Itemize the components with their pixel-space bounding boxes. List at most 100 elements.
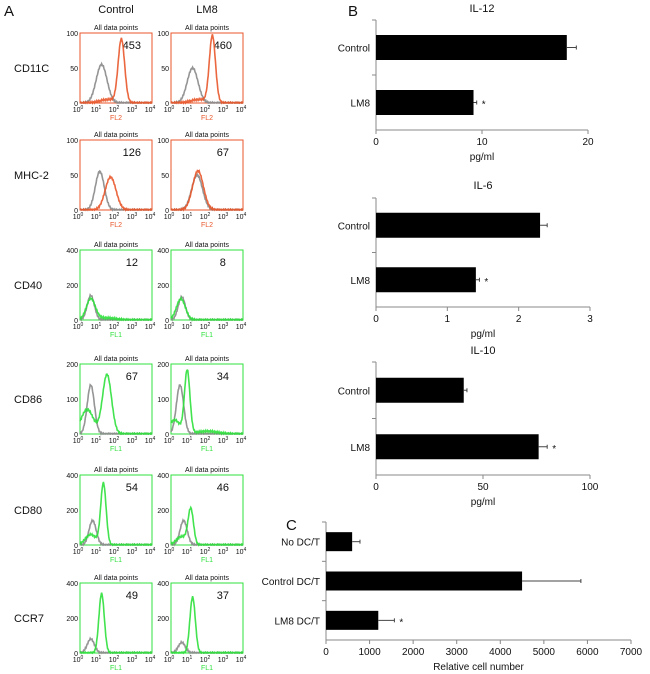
x-tick-base: 10 [91,657,99,664]
category-label: LM8 DC/T [274,616,320,627]
bar [376,267,476,293]
x-tick-base: 10 [218,438,226,445]
plot-frame [79,32,153,104]
x-tick-base: 10 [127,214,135,221]
bar [376,212,541,238]
mfi-value: 126 [123,147,141,159]
x-tick-label: 101 [91,547,102,556]
plot-frame [170,32,244,104]
x-tick-label: 102 [109,655,120,664]
x-tick-exponent: 2 [117,322,120,328]
y-tick-label: 400 [157,473,169,480]
plot-frame [79,139,153,211]
x-tick-base: 10 [182,549,190,556]
channel-label: FL1 [110,446,122,453]
y-tick-label: 200 [66,362,78,369]
x-tick-exponent: 4 [244,212,247,218]
x-tick-exponent: 1 [99,105,102,111]
x-tick-base: 10 [200,324,208,331]
x-tick-exponent: 1 [99,436,102,442]
channel-label: FL2 [201,222,213,229]
x-tick-base: 10 [145,107,153,114]
mfi-value: 8 [220,257,226,269]
x-tick-exponent: 4 [153,655,156,661]
x-tick-exponent: 3 [135,547,138,553]
x-tick-label: 103 [218,105,229,114]
x-tick-label: 102 [109,105,120,114]
x-tick-base: 10 [73,324,81,331]
x-tick-exponent: 0 [81,105,84,111]
mfi-value: 12 [126,257,138,269]
x-tick-base: 10 [236,549,244,556]
x-tick-base: 10 [164,549,172,556]
x-tick-base: 10 [127,549,135,556]
row-label-cd80: CD80 [14,505,42,517]
x-tick-exponent: 2 [208,436,211,442]
x-tick-base: 10 [109,549,117,556]
x-tick-label: 102 [109,322,120,331]
bar-chart-il-6: IL-6 0 1 2 3 pg/ml Control LM8 * [338,180,593,340]
x-tick-label: 104 [236,322,247,331]
marker-histogram [170,369,244,436]
y-tick-label: 100 [66,138,78,145]
x-tick-label: 100 [73,212,84,221]
row-label-cd86: CD86 [14,394,42,406]
y-tick-label: 400 [66,473,78,480]
x-tick-label: 3000 [446,647,469,658]
histogram-subtitle: All data points [185,356,229,363]
significance-marker: * [552,444,556,455]
x-tick-label: 1 [445,314,451,325]
x-tick-label: 104 [145,105,156,114]
x-tick-label: 102 [109,436,120,445]
y-tick-label: 0 [74,318,78,325]
mfi-value: 54 [126,482,138,494]
category-label: Control [338,44,370,55]
bar [326,532,353,552]
x-tick-label: 103 [218,212,229,221]
x-axis-label: pg/ml [471,329,495,340]
x-tick-label: 103 [127,212,138,221]
x-tick-label: 101 [182,547,193,556]
x-tick-exponent: 1 [190,547,193,553]
histogram-subtitle: All data points [185,575,229,582]
mfi-value: 49 [126,590,138,602]
channel-label: FL1 [110,557,122,564]
y-tick-label: 100 [157,397,169,404]
x-tick-label: 1000 [358,647,381,658]
mfi-value: 453 [123,40,141,52]
x-tick-label: 102 [200,322,211,331]
bar-chart-il-12: IL-12 0 10 20 pg/ml Control LM8 * [338,3,594,163]
x-tick-base: 10 [109,438,117,445]
plot-frame [170,139,244,211]
x-tick-base: 10 [218,324,226,331]
x-tick-exponent: 4 [153,322,156,328]
marker-histogram [79,373,153,436]
x-tick-label: 101 [91,436,102,445]
x-tick-label: 100 [164,212,175,221]
chart-title: IL-6 [474,180,493,192]
x-tick-label: 101 [91,655,102,664]
x-tick-base: 10 [73,549,81,556]
x-tick-label: 102 [200,436,211,445]
category-label: Control [338,221,370,232]
plot-frame [170,363,244,435]
x-tick-base: 10 [182,438,190,445]
panel-label-c: C [286,517,297,534]
x-tick-label: 102 [109,547,120,556]
isotype-histogram [79,636,153,655]
marker-histogram [79,592,153,655]
x-tick-exponent: 4 [153,436,156,442]
x-tick-label: 50 [477,482,489,493]
x-tick-base: 10 [236,324,244,331]
x-tick-exponent: 4 [153,547,156,553]
x-tick-label: 103 [218,436,229,445]
panel-label-b: B [348,3,358,20]
column-header: LM8 [196,4,217,16]
x-tick-exponent: 0 [81,547,84,553]
x-tick-exponent: 4 [244,105,247,111]
x-tick-label: 104 [236,547,247,556]
